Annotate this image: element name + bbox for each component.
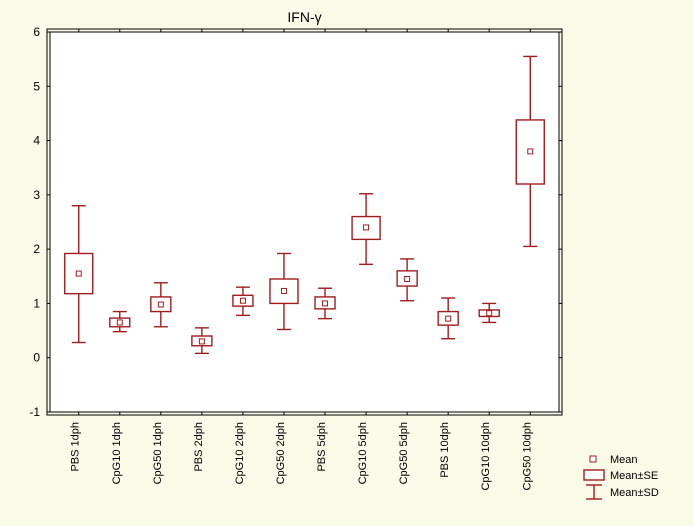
legend: Mean Mean±SE Mean±SD bbox=[574, 446, 682, 504]
mean-marker bbox=[158, 302, 163, 307]
y-tick-label: 1 bbox=[33, 296, 40, 310]
mean-marker bbox=[240, 298, 245, 303]
legend-label-sd: Mean±SD bbox=[610, 487, 659, 499]
legend-label-se: Mean±SE bbox=[610, 470, 658, 482]
x-tick-label: CpG50 2dph bbox=[275, 422, 287, 484]
mean-marker bbox=[199, 339, 204, 344]
y-tick-label: 0 bbox=[33, 351, 40, 365]
y-tick-label: 5 bbox=[33, 79, 40, 93]
y-tick-label: 6 bbox=[33, 25, 40, 39]
x-tick-label: CpG10 10dph bbox=[480, 422, 492, 491]
x-tick-label: PBS 10dph bbox=[439, 422, 451, 478]
y-tick-label: 4 bbox=[33, 134, 40, 148]
mean-marker bbox=[117, 320, 122, 325]
legend-box-icon bbox=[584, 470, 604, 480]
y-tick-label: -1 bbox=[29, 405, 40, 419]
y-tick-label: 3 bbox=[33, 188, 40, 202]
x-tick-label: CpG10 1dph bbox=[111, 422, 123, 484]
x-tick-label: CpG50 10dph bbox=[521, 422, 533, 491]
legend-label-mean: Mean bbox=[610, 454, 638, 466]
chart-container: { "chart": { "type": "boxplot", "title":… bbox=[0, 0, 694, 526]
x-tick-label: PBS 1dph bbox=[70, 422, 82, 472]
x-tick-label: PBS 2dph bbox=[193, 422, 205, 472]
mean-marker bbox=[323, 301, 328, 306]
mean-marker bbox=[487, 311, 492, 316]
y-tick-label: 2 bbox=[33, 242, 40, 256]
mean-marker bbox=[528, 149, 533, 154]
mean-marker bbox=[405, 277, 410, 282]
mean-marker bbox=[446, 316, 451, 321]
x-tick-label: CpG10 5dph bbox=[357, 422, 369, 484]
x-tick-label: CpG10 2dph bbox=[234, 422, 246, 484]
mean-marker bbox=[364, 225, 369, 230]
x-tick-label: PBS 5dph bbox=[316, 422, 328, 472]
plot-area bbox=[50, 32, 559, 412]
mean-marker bbox=[281, 288, 286, 293]
x-tick-label: CpG50 5dph bbox=[398, 422, 410, 484]
legend-mean-icon bbox=[590, 456, 596, 462]
x-tick-label: CpG50 1dph bbox=[152, 422, 164, 484]
chart-title: IFN-γ bbox=[287, 9, 321, 25]
boxplot-chart: IFN-γ -1 0 1 2 3 4 5 6 PBS 1dph CpG10 1dph CpG50 1d… bbox=[0, 0, 694, 526]
mean-marker bbox=[76, 271, 81, 276]
